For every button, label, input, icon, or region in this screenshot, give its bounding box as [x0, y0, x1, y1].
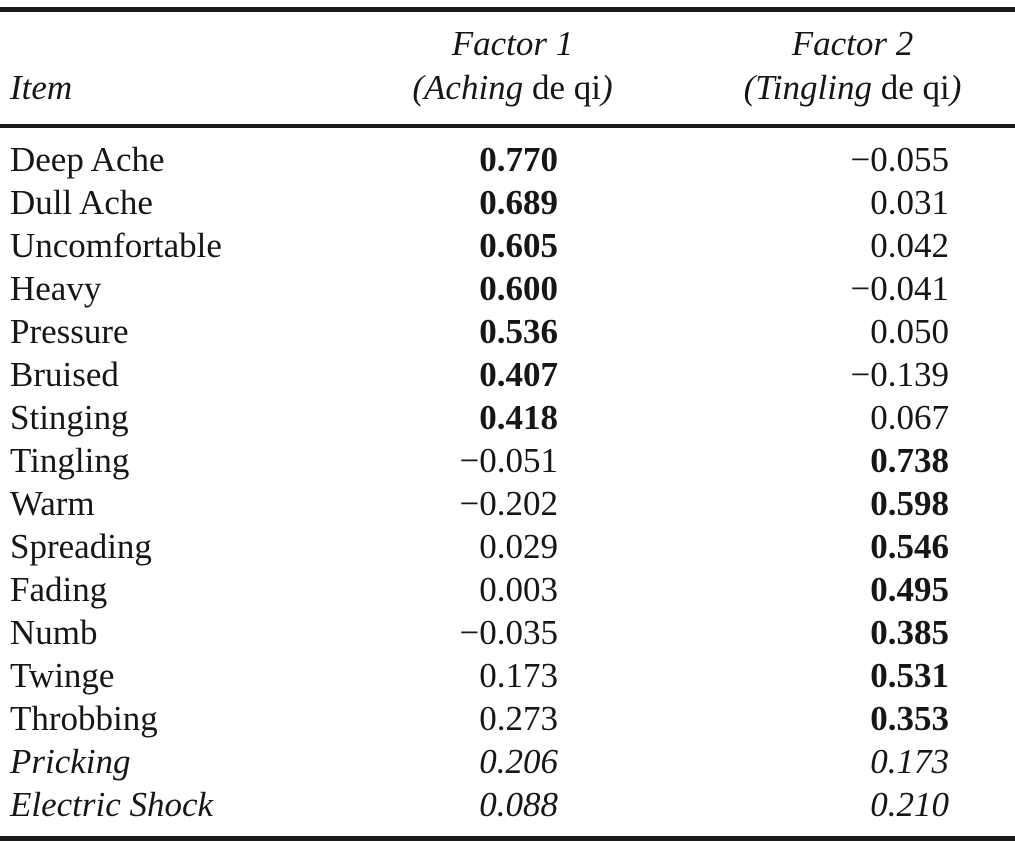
item-header-label: Item: [10, 68, 73, 107]
table-row: Numb −0.035 0.385: [0, 611, 1015, 654]
item-cell: Bruised: [10, 355, 119, 394]
header-row: Item Factor 1 (Aching de qi) Factor 2 (T…: [0, 9, 1015, 128]
factor2-loading-cell: −0.139: [850, 355, 950, 394]
table-row: Warm −0.202 0.598: [0, 482, 1015, 525]
factor1-loading-cell: 0.206: [479, 742, 558, 781]
factor2-loading-cell: 0.546: [870, 527, 949, 566]
factor1-loading-cell: −0.202: [459, 484, 559, 523]
table-row: Pricking 0.206 0.173: [0, 740, 1015, 783]
table-row: Dull Ache 0.689 0.031: [0, 181, 1015, 224]
factor1-loading-cell: 0.418: [479, 398, 558, 437]
table-row: Fading 0.003 0.495: [0, 568, 1015, 611]
factor2-title: Factor 2: [791, 24, 914, 63]
table-header: Item Factor 1 (Aching de qi) Factor 2 (T…: [0, 9, 1015, 128]
table-row: Spreading 0.029 0.546: [0, 525, 1015, 568]
table-row: Pressure 0.536 0.050: [0, 310, 1015, 353]
factor1-title: Factor 1: [451, 24, 574, 63]
factor2-loading-cell: 0.173: [870, 742, 949, 781]
factor2-loading-cell: 0.598: [870, 484, 949, 523]
item-cell: Heavy: [10, 269, 102, 308]
factor-loadings-table: Item Factor 1 (Aching de qi) Factor 2 (T…: [0, 7, 1015, 841]
factor1-loading-cell: 0.003: [479, 570, 558, 609]
item-cell: Deep Ache: [10, 140, 165, 179]
factor2-loading-cell: 0.385: [870, 613, 949, 652]
factor1-loading-cell: 0.273: [479, 699, 558, 738]
factor1-loading-cell: 0.407: [479, 355, 558, 394]
factor1-loading-cell: 0.689: [479, 183, 558, 222]
table-row: Tingling −0.051 0.738: [0, 439, 1015, 482]
item-cell: Numb: [10, 613, 98, 652]
table-body: Deep Ache 0.770 −0.055 Dull Ache 0.689 0…: [0, 126, 1015, 839]
factor1-loading-cell: 0.173: [479, 656, 558, 695]
factor2-loading-cell: −0.055: [850, 140, 950, 179]
column-header-factor2: Factor 2 (Tingling de qi): [690, 9, 1015, 128]
table-row: Electric Shock 0.088 0.210: [0, 783, 1015, 839]
table-row: Stinging 0.418 0.067: [0, 396, 1015, 439]
column-header-item: Item: [0, 9, 335, 128]
item-cell: Tingling: [10, 441, 130, 480]
item-cell: Throbbing: [10, 699, 158, 738]
factor2-loading-cell: −0.041: [850, 269, 950, 308]
item-cell: Stinging: [10, 398, 129, 437]
table-row: Deep Ache 0.770 −0.055: [0, 126, 1015, 181]
factor2-loading-cell: 0.738: [870, 441, 949, 480]
factor1-loading-cell: 0.536: [479, 312, 558, 351]
item-cell: Uncomfortable: [10, 226, 222, 265]
factor2-subtitle: (Tingling de qi): [743, 68, 962, 107]
factor2-loading-cell: 0.353: [870, 699, 949, 738]
factor1-loading-cell: 0.029: [479, 527, 558, 566]
factor2-loading-cell: 0.050: [870, 312, 949, 351]
factor1-loading-cell: 0.605: [479, 226, 558, 265]
factor1-loading-cell: −0.051: [459, 441, 559, 480]
table-row: Throbbing 0.273 0.353: [0, 697, 1015, 740]
table-row: Twinge 0.173 0.531: [0, 654, 1015, 697]
factor1-loading-cell: 0.088: [479, 785, 558, 824]
item-cell: Electric Shock: [10, 785, 214, 824]
factor2-loading-cell: 0.210: [870, 785, 949, 824]
item-cell: Fading: [10, 570, 108, 609]
factor1-loading-cell: −0.035: [459, 613, 559, 652]
factor2-loading-cell: 0.495: [870, 570, 949, 609]
table-row: Uncomfortable 0.605 0.042: [0, 224, 1015, 267]
factor2-loading-cell: 0.031: [870, 183, 949, 222]
factor2-loading-cell: 0.042: [870, 226, 949, 265]
item-cell: Spreading: [10, 527, 152, 566]
factor1-loading-cell: 0.770: [479, 140, 558, 179]
factor1-subtitle: (Aching de qi): [412, 68, 613, 107]
factor2-loading-cell: 0.067: [870, 398, 949, 437]
table-row: Bruised 0.407 −0.139: [0, 353, 1015, 396]
factor2-loading-cell: 0.531: [870, 656, 949, 695]
item-cell: Pricking: [10, 742, 131, 781]
factor1-loading-cell: 0.600: [479, 269, 558, 308]
item-cell: Pressure: [10, 312, 129, 351]
column-header-factor1: Factor 1 (Aching de qi): [335, 9, 690, 128]
table-row: Heavy 0.600 −0.041: [0, 267, 1015, 310]
item-cell: Dull Ache: [10, 183, 153, 222]
item-cell: Twinge: [10, 656, 115, 695]
item-cell: Warm: [10, 484, 95, 523]
